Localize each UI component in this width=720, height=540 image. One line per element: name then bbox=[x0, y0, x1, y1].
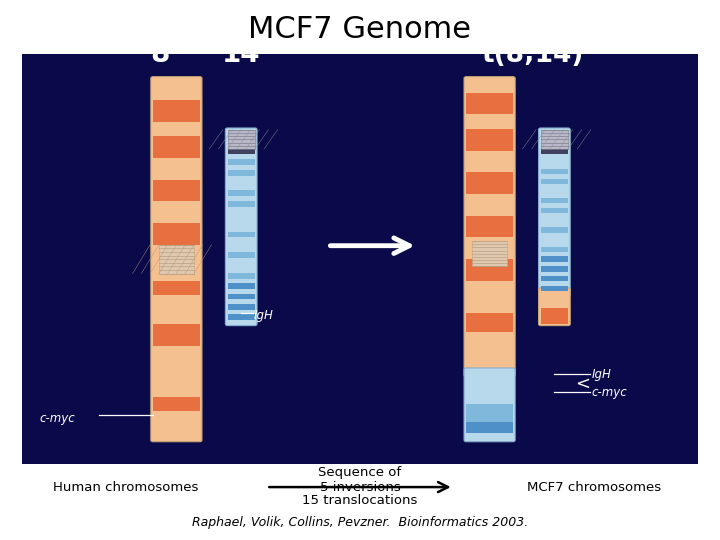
Bar bbox=[541, 218, 568, 223]
Bar bbox=[541, 286, 568, 291]
Bar bbox=[228, 304, 255, 310]
Bar bbox=[541, 130, 568, 149]
Text: Human chromosomes: Human chromosomes bbox=[53, 481, 199, 494]
Bar bbox=[228, 242, 255, 248]
Bar bbox=[472, 241, 507, 266]
Bar bbox=[228, 252, 255, 258]
Bar bbox=[228, 263, 255, 268]
Text: MCF7 chromosomes: MCF7 chromosomes bbox=[527, 481, 661, 494]
Bar bbox=[153, 397, 199, 411]
Bar bbox=[153, 281, 199, 295]
Text: c-myc: c-myc bbox=[40, 412, 76, 425]
Bar bbox=[228, 284, 255, 289]
Bar bbox=[467, 404, 513, 410]
Bar bbox=[541, 198, 568, 204]
Bar bbox=[541, 247, 568, 252]
Bar bbox=[541, 159, 568, 165]
Text: Sequence of: Sequence of bbox=[318, 466, 402, 479]
Text: 15 translocations: 15 translocations bbox=[302, 494, 418, 507]
Bar bbox=[153, 100, 199, 122]
FancyBboxPatch shape bbox=[539, 128, 570, 296]
Bar bbox=[228, 314, 255, 320]
Bar bbox=[541, 208, 568, 213]
Text: IgH: IgH bbox=[592, 368, 612, 381]
Bar bbox=[228, 130, 255, 149]
Text: 14: 14 bbox=[222, 39, 261, 68]
Bar bbox=[159, 245, 194, 274]
Bar bbox=[228, 294, 255, 300]
Bar bbox=[467, 93, 513, 114]
Bar bbox=[541, 149, 568, 154]
Text: MCF7 Genome: MCF7 Genome bbox=[248, 15, 472, 44]
Bar bbox=[153, 223, 199, 245]
Bar bbox=[541, 266, 568, 272]
Bar bbox=[467, 427, 513, 433]
Bar bbox=[228, 180, 255, 186]
Text: t(8;14): t(8;14) bbox=[482, 42, 584, 68]
FancyBboxPatch shape bbox=[464, 368, 516, 442]
Text: Raphael, Volik, Collins, Pevzner.  Bioinformatics 2003.: Raphael, Volik, Collins, Pevzner. Bioinf… bbox=[192, 516, 528, 529]
Text: c-myc: c-myc bbox=[592, 386, 628, 399]
FancyBboxPatch shape bbox=[151, 77, 202, 442]
Bar bbox=[228, 149, 255, 154]
Text: IgH: IgH bbox=[253, 309, 274, 322]
Bar bbox=[228, 211, 255, 217]
Bar bbox=[22, 54, 698, 464]
Bar bbox=[541, 256, 568, 262]
Bar bbox=[467, 216, 513, 238]
Text: 5 inversions: 5 inversions bbox=[320, 481, 400, 494]
Bar bbox=[467, 416, 513, 422]
Bar bbox=[467, 313, 513, 332]
Bar bbox=[153, 136, 199, 158]
Text: 8: 8 bbox=[150, 39, 169, 68]
Bar bbox=[467, 421, 513, 427]
Bar bbox=[228, 159, 255, 165]
Bar bbox=[153, 180, 199, 201]
Bar bbox=[228, 232, 255, 238]
Bar bbox=[467, 172, 513, 194]
Bar bbox=[228, 191, 255, 196]
Bar bbox=[541, 179, 568, 184]
FancyBboxPatch shape bbox=[225, 128, 257, 326]
Bar bbox=[228, 201, 255, 206]
Bar bbox=[541, 169, 568, 174]
Bar bbox=[153, 325, 199, 346]
Bar bbox=[467, 259, 513, 281]
Bar bbox=[228, 170, 255, 176]
Bar bbox=[467, 129, 513, 151]
Bar bbox=[541, 237, 568, 242]
Bar bbox=[228, 273, 255, 279]
Bar bbox=[541, 227, 568, 233]
Text: <: < bbox=[575, 375, 590, 393]
Bar bbox=[467, 410, 513, 416]
Bar bbox=[228, 221, 255, 227]
Bar bbox=[541, 308, 568, 324]
FancyBboxPatch shape bbox=[464, 77, 516, 376]
FancyBboxPatch shape bbox=[539, 288, 570, 326]
Bar bbox=[541, 276, 568, 281]
Bar bbox=[541, 188, 568, 194]
